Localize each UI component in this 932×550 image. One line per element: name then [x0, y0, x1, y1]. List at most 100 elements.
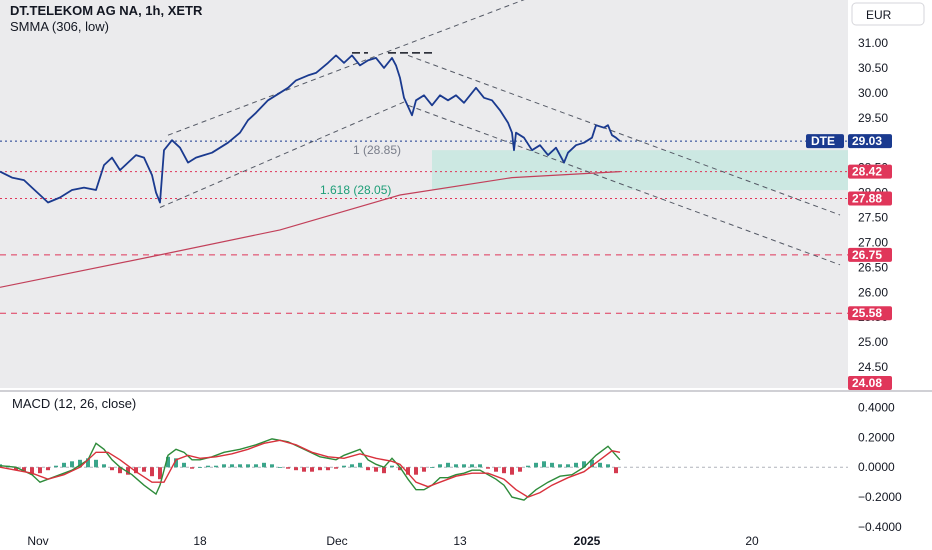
level-badge-frame: [848, 306, 892, 321]
bottom-badge-frame: [848, 376, 892, 390]
macd-line[interactable]: [0, 438, 621, 501]
trend-line[interactable]: [159, 99, 409, 208]
macd-pane-series: [0, 438, 848, 501]
macd-histogram-bar: [350, 464, 354, 468]
macd-histogram-bar: [174, 458, 178, 468]
price-tick-label: 24.50: [858, 360, 888, 374]
main-pane-series: [0, 54, 621, 288]
signal-line[interactable]: [0, 439, 621, 498]
level-badge-label: 26.75: [852, 248, 882, 262]
macd-histogram-bar: [606, 464, 610, 468]
price-badges: 28.42 27.88 26.75 25.58 29.03 DTE 24.08: [806, 134, 892, 390]
macd-histogram-bar: [126, 467, 130, 475]
macd-histogram-bar: [462, 464, 466, 468]
macd-histogram-bar: [406, 467, 410, 475]
macd-tick-label: 0.0000: [858, 460, 895, 474]
macd-histogram-bar: [190, 467, 194, 469]
macd-histogram-bar: [438, 464, 442, 468]
time-tick-label: 20: [745, 534, 759, 548]
macd-histogram-bar: [238, 464, 242, 468]
macd-histogram-bar: [470, 464, 474, 468]
macd-histogram-bar: [614, 467, 618, 474]
price-tick-label: 25.00: [858, 335, 888, 349]
macd-histogram-bar: [414, 467, 418, 475]
main-pane-overlays: 1 (28.85) 1.618 (28.05): [0, 0, 848, 314]
time-tick-label: 18: [193, 534, 207, 548]
price-tick-label: 30.00: [858, 86, 888, 100]
macd-histogram-bar: [574, 462, 578, 468]
macd-axis[interactable]: 0.4000 0.2000 0.0000 −0.2000 −0.4000: [858, 401, 902, 535]
price-axis-background: [848, 0, 932, 550]
macd-histogram-bar: [358, 462, 362, 468]
macd-histogram-bar: [518, 467, 522, 472]
macd-histogram-bar: [70, 461, 74, 468]
macd-histogram-bar: [294, 467, 298, 471]
price-tick-label: 26.00: [858, 285, 888, 299]
macd-histogram-bar: [310, 467, 314, 472]
price-line[interactable]: [0, 54, 621, 204]
fib-label-1618: 1.618 (28.05): [320, 183, 391, 197]
macd-histogram-bar: [598, 462, 602, 468]
macd-histogram-bar: [382, 467, 386, 474]
macd-histogram-bar: [454, 464, 458, 468]
macd-histogram-bar: [102, 464, 106, 468]
macd-histogram-bar: [230, 464, 234, 468]
macd-histogram-bar: [286, 467, 290, 469]
currency-button-label[interactable]: EUR: [866, 8, 892, 22]
macd-histogram-bar: [510, 467, 514, 475]
macd-histogram-bar: [166, 456, 170, 468]
macd-histogram-bar: [590, 459, 594, 468]
price-tick-label: 30.50: [858, 61, 888, 75]
macd-tick-label: −0.4000: [858, 520, 902, 534]
level-badge-label: 28.42: [852, 165, 882, 179]
price-tick-label: 26.50: [858, 260, 888, 274]
macd-histogram-bar: [118, 467, 122, 474]
macd-histogram-bar: [542, 461, 546, 468]
macd-histogram-bar: [38, 467, 42, 474]
trend-line[interactable]: [407, 54, 841, 216]
macd-histogram-bar: [30, 467, 34, 475]
current-price-badge-label: 29.03: [852, 134, 882, 148]
fib-extension-zone[interactable]: [432, 150, 848, 191]
macd-histogram-bar: [502, 467, 506, 474]
macd-histogram-bar: [318, 467, 322, 471]
macd-histogram-bar: [558, 464, 562, 468]
time-tick-label: 13: [453, 534, 467, 548]
trend-line[interactable]: [407, 104, 841, 266]
symbol-title[interactable]: DT.TELEKOM AG NA, 1h, XETR: [10, 3, 203, 18]
macd-histogram-bar: [54, 465, 58, 468]
time-axis[interactable]: Nov 18 Dec 13 2025 20: [27, 534, 759, 548]
macd-histogram-bar: [246, 464, 250, 468]
price-tick-label: 27.50: [858, 211, 888, 225]
level-badge-frame: [848, 164, 892, 179]
macd-histogram-bar: [134, 467, 138, 474]
macd-histogram-bar: [142, 467, 146, 472]
macd-histogram-bar: [206, 465, 210, 468]
macd-histogram-bar: [86, 458, 90, 468]
macd-histogram-bar: [374, 467, 378, 472]
macd-pane-background: [0, 393, 848, 530]
macd-histogram-bar: [94, 459, 98, 468]
time-tick-label: 2025: [574, 534, 601, 548]
macd-title[interactable]: MACD (12, 26, close): [12, 396, 136, 411]
macd-histogram-bar: [446, 462, 450, 468]
level-badge-frame: [848, 191, 892, 206]
macd-tick-label: 0.2000: [858, 430, 895, 444]
symbol-tag-label: DTE: [811, 134, 835, 148]
currency-button-frame[interactable]: [851, 2, 925, 26]
macd-histogram-bar: [494, 467, 498, 472]
macd-histogram-bar: [222, 464, 226, 468]
time-tick-label: Nov: [27, 534, 48, 548]
smma-line[interactable]: [0, 171, 621, 288]
currency-button[interactable]: EUR: [851, 2, 925, 26]
macd-histogram-bar: [22, 467, 26, 472]
macd-histogram-bar: [566, 464, 570, 468]
price-tick-label: 31.00: [858, 36, 888, 50]
macd-histogram-bar: [422, 467, 426, 472]
macd-histogram-bar: [326, 467, 330, 471]
indicator-label[interactable]: SMMA (306, low): [10, 19, 109, 34]
bottom-badge-label: 24.08: [852, 376, 882, 390]
macd-histogram-bar: [262, 462, 266, 468]
level-badge-label: 27.88: [852, 192, 882, 206]
